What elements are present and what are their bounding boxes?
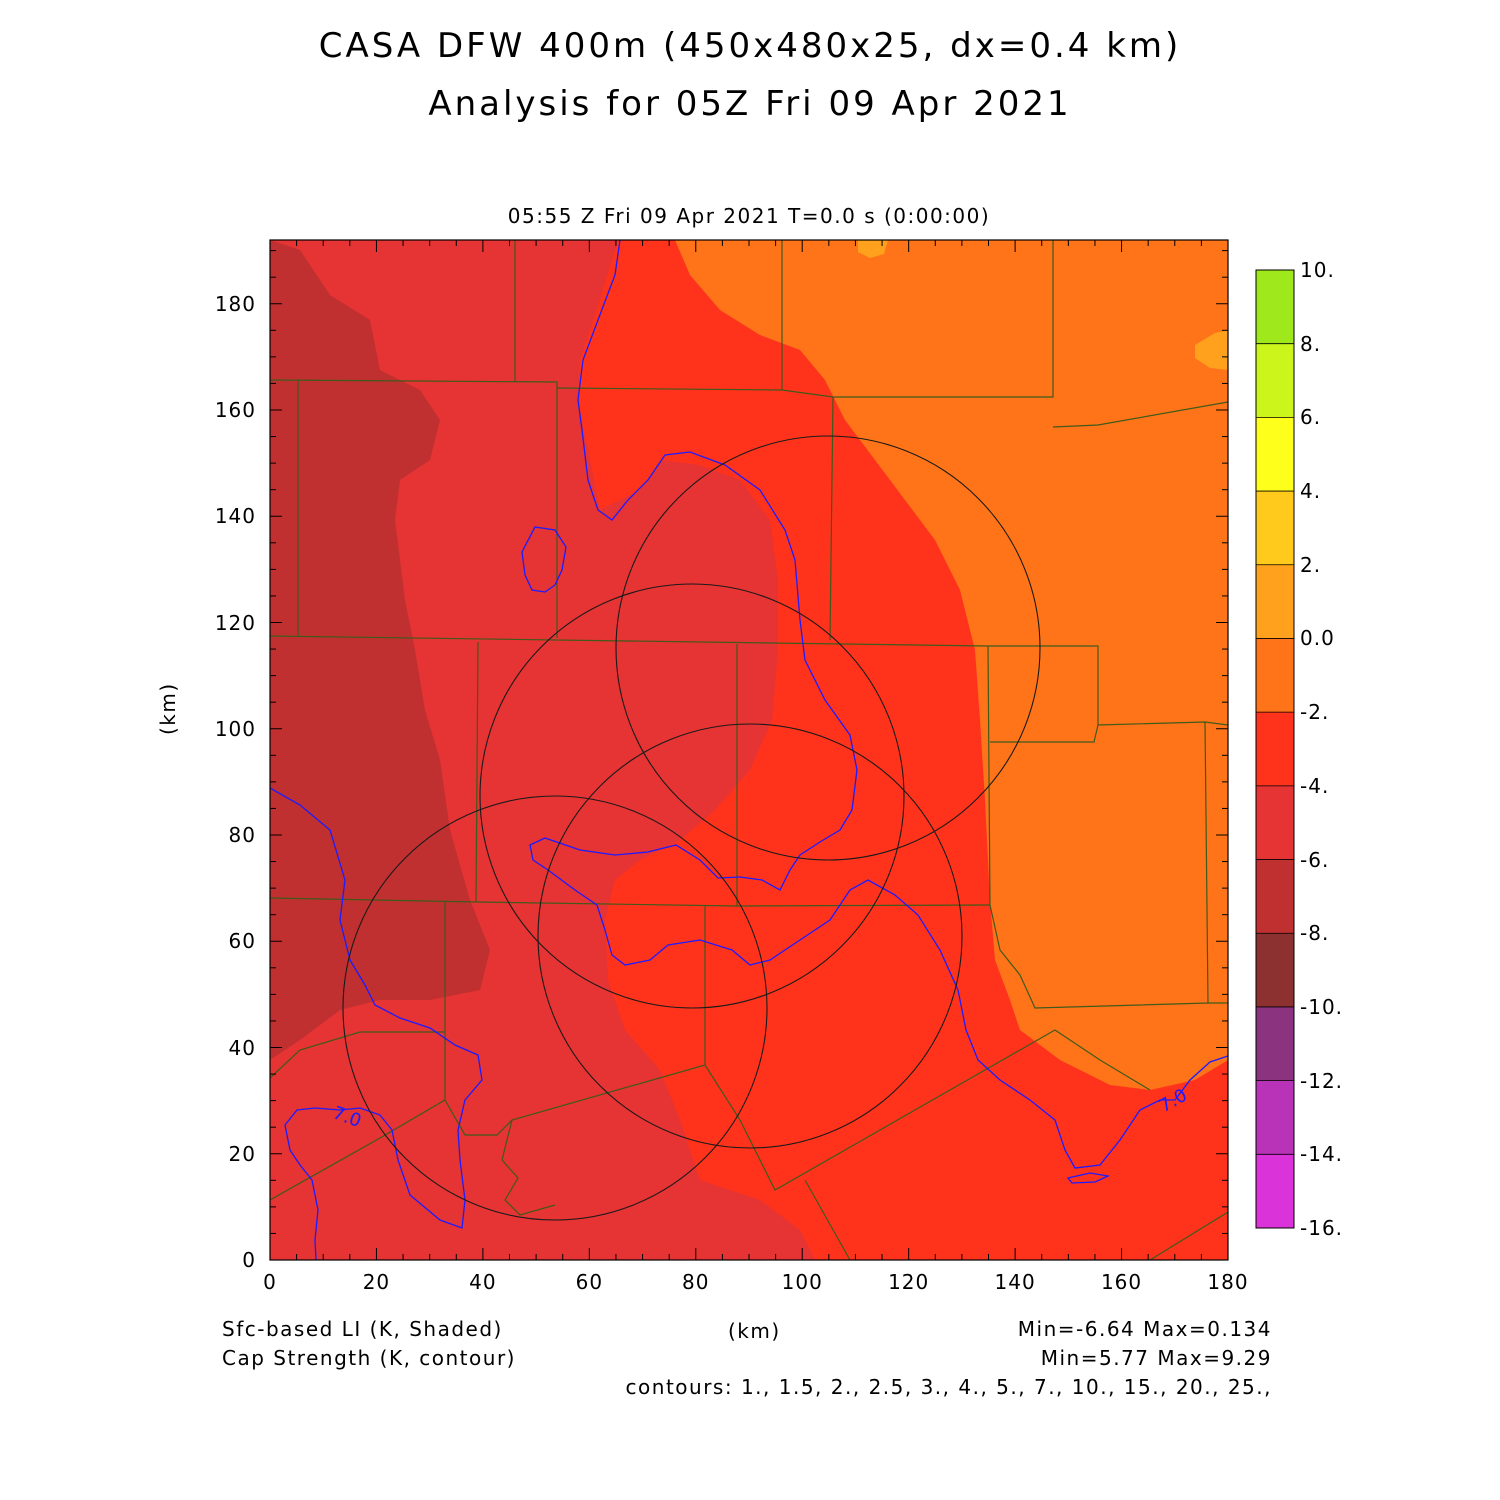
title-line2: Analysis for 05Z Fri 09 Apr 2021 bbox=[428, 84, 1072, 124]
y-tick-label: 20 bbox=[228, 1141, 256, 1166]
y-axis-label: (km) bbox=[156, 682, 180, 735]
x-axis-label: (km) bbox=[728, 1319, 781, 1343]
colorbar-label: -6. bbox=[1300, 847, 1330, 872]
colorbar-swatch bbox=[1256, 564, 1294, 639]
colorbar-swatch bbox=[1256, 1154, 1294, 1229]
county-line-5 bbox=[829, 396, 834, 641]
county-lines bbox=[270, 240, 1228, 1260]
county-line-9 bbox=[475, 641, 479, 903]
radar-ring-1 bbox=[615, 435, 1041, 861]
x-tick-label: 20 bbox=[362, 1270, 391, 1294]
colorbar-label: 2. bbox=[1300, 552, 1322, 577]
x-tick-label: 160 bbox=[1100, 1270, 1143, 1294]
cap-contour-1 bbox=[529, 240, 1228, 1169]
colorbar-swatch bbox=[1256, 933, 1294, 1008]
valid-time: 05:55 Z Fri 09 Apr 2021 T=0.0 s (0:00:00… bbox=[507, 204, 991, 228]
radar-ring-3 bbox=[537, 723, 963, 1149]
colorbar-label: -8. bbox=[1300, 921, 1330, 946]
colorbar-label: 0.0 bbox=[1300, 626, 1335, 651]
y-tick-label: 0 bbox=[242, 1248, 256, 1272]
county-line-12 bbox=[990, 724, 1099, 743]
colorbar-label: 8. bbox=[1300, 331, 1322, 356]
footer-field2: Cap Strength (K, contour) bbox=[222, 1346, 516, 1370]
county-line-6 bbox=[1052, 401, 1228, 428]
colorbar-swatch bbox=[1256, 343, 1294, 418]
cap-contour-2 bbox=[521, 526, 567, 593]
x-tick-label: 120 bbox=[888, 1270, 930, 1294]
li-band-minus2-0 bbox=[675, 240, 1228, 1090]
footer-minmax1: Min=-6.64 Max=0.134 bbox=[1017, 1317, 1272, 1341]
y-tick-label: 140 bbox=[214, 504, 256, 529]
footer-minmax2: Min=5.77 Max=9.29 bbox=[1040, 1346, 1272, 1370]
colorbar-swatch bbox=[1256, 638, 1294, 713]
radar-ring-4 bbox=[342, 795, 768, 1221]
radar-ring-2 bbox=[479, 583, 905, 1009]
county-line-11 bbox=[987, 645, 991, 906]
footer-contours: contours: 1., 1.5, 2., 2.5, 3., 4., 5., … bbox=[625, 1375, 1272, 1399]
colorbar-label: 6. bbox=[1300, 405, 1322, 430]
county-line-7 bbox=[270, 635, 1228, 726]
footer-field1: Sfc-based LI (K, Shaded) bbox=[222, 1317, 503, 1341]
x-tick-label: 80 bbox=[682, 1270, 710, 1294]
y-tick-label: 40 bbox=[228, 1035, 256, 1060]
cap-strength-contours bbox=[270, 240, 1228, 1260]
x-tick-label: 100 bbox=[781, 1270, 823, 1294]
county-line-20 bbox=[501, 1119, 556, 1216]
colorbar-swatch bbox=[1256, 785, 1294, 861]
radar-rings bbox=[342, 435, 1041, 1221]
colorbar-label: -2. bbox=[1300, 700, 1330, 725]
cap-contour-3 bbox=[270, 787, 483, 1260]
x-tick-label: 40 bbox=[469, 1270, 497, 1294]
colorbar-swatch bbox=[1256, 712, 1294, 787]
colorbar-swatch bbox=[1256, 859, 1294, 934]
y-tick-label: 180 bbox=[214, 291, 256, 316]
x-tick-label: 180 bbox=[1207, 1270, 1249, 1294]
y-tick-label: 120 bbox=[214, 610, 256, 635]
colorbar-label: -16. bbox=[1300, 1216, 1344, 1240]
colorbar bbox=[1256, 269, 1294, 1229]
x-tick-label: 60 bbox=[575, 1270, 604, 1294]
y-tick-label: 60 bbox=[228, 929, 256, 954]
li-band-minus6-4 bbox=[270, 240, 815, 1260]
colorbar-swatch bbox=[1256, 1080, 1294, 1155]
cap-contour-4 bbox=[1066, 1172, 1111, 1184]
county-line-22 bbox=[804, 1179, 851, 1260]
y-tick-label: 160 bbox=[214, 398, 256, 422]
x-tick-label: 140 bbox=[994, 1270, 1036, 1294]
colorbar-swatch bbox=[1256, 491, 1294, 566]
colorbar-label: -10. bbox=[1300, 994, 1344, 1019]
colorbar-swatch bbox=[1256, 417, 1294, 492]
x-tick-label: 0 bbox=[263, 1270, 277, 1294]
li-band-0-2-east bbox=[1195, 330, 1228, 370]
colorbar-label: 4. bbox=[1300, 479, 1322, 504]
county-line-4 bbox=[781, 240, 1054, 398]
title-line1: CASA DFW 400m (450x480x25, dx=0.4 km) bbox=[318, 26, 1182, 66]
colorbar-swatch bbox=[1256, 1006, 1294, 1082]
county-line-21 bbox=[704, 1029, 1056, 1191]
axis-ticks bbox=[269, 240, 1229, 1261]
colorbar-label: 10. bbox=[1300, 258, 1335, 282]
y-tick-label: 100 bbox=[214, 716, 256, 741]
county-line-14 bbox=[270, 897, 991, 907]
county-line-1 bbox=[270, 379, 558, 638]
colorbar-label: -14. bbox=[1300, 1142, 1344, 1167]
y-tick-label: 80 bbox=[228, 823, 256, 847]
li-band-0-2 bbox=[858, 240, 888, 258]
li-shaded-field bbox=[270, 240, 1228, 1260]
county-line-23 bbox=[1149, 1211, 1228, 1260]
county-line-18 bbox=[270, 1031, 445, 1079]
li-band-minus8-6 bbox=[270, 240, 490, 1060]
county-line-17 bbox=[989, 904, 1209, 1009]
colorbar-label: -4. bbox=[1300, 773, 1330, 798]
colorbar-label: -12. bbox=[1300, 1068, 1344, 1093]
colorbar-swatch bbox=[1256, 270, 1294, 345]
colorbar-frame bbox=[1255, 269, 1295, 1229]
county-line-24 bbox=[1054, 1029, 1151, 1091]
